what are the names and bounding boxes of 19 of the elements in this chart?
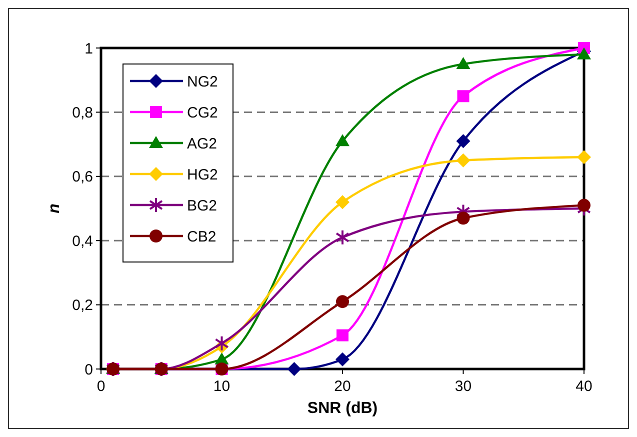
y-axis-title: n bbox=[46, 203, 63, 214]
y-tick-label: 1 bbox=[84, 40, 93, 58]
legend-label: NG2 bbox=[187, 73, 218, 90]
y-tick-label: 0,4 bbox=[72, 232, 93, 250]
x-tick-label: 10 bbox=[213, 378, 230, 395]
legend-label: CG2 bbox=[187, 104, 218, 122]
y-tick-label: 0 bbox=[84, 361, 93, 378]
legend-label: AG2 bbox=[187, 135, 218, 152]
x-tick-label: 30 bbox=[454, 378, 472, 395]
legend-label: CB2 bbox=[187, 228, 216, 246]
x-tick-label: 20 bbox=[334, 378, 351, 395]
x-tick-label: 0 bbox=[96, 378, 106, 395]
legend-label: HG2 bbox=[187, 166, 218, 184]
x-axis-title: SNR (dB) bbox=[307, 400, 378, 417]
y-tick-label: 0,8 bbox=[72, 104, 93, 122]
legend-label: BG2 bbox=[187, 197, 218, 214]
x-tick-label: 40 bbox=[576, 378, 592, 395]
y-tick-label: 0,6 bbox=[72, 168, 93, 186]
y-tick-label: 0,2 bbox=[72, 297, 93, 314]
